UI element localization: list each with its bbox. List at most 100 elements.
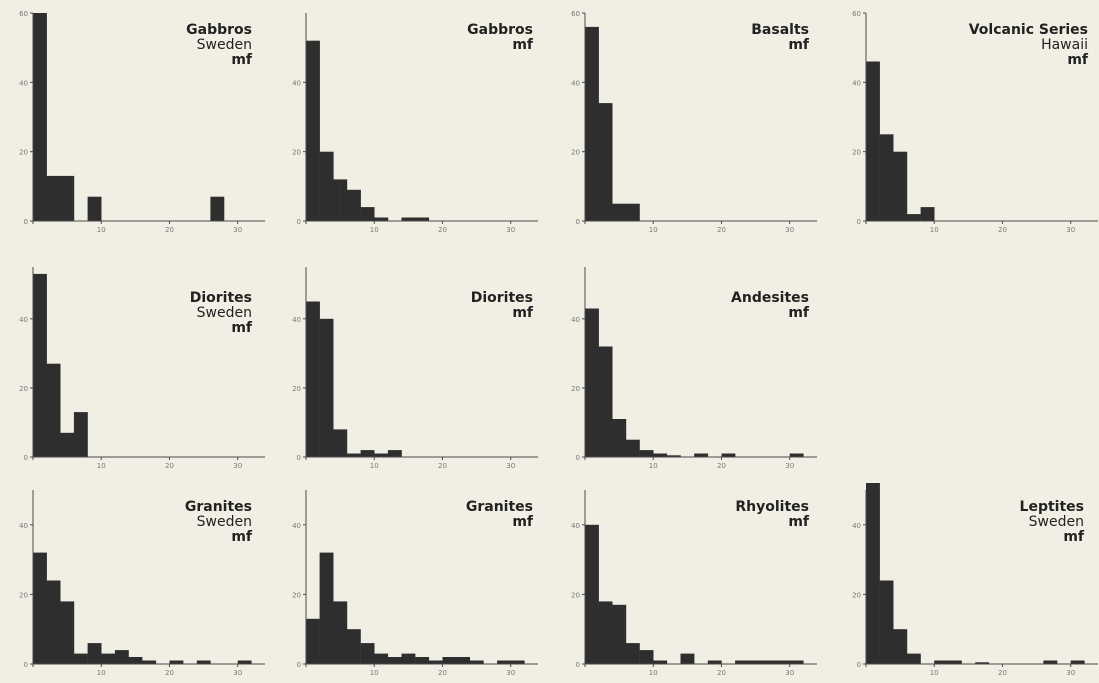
y-tick-label: 0 [576, 218, 580, 226]
y-tick-label: 0 [24, 661, 28, 669]
histogram-bar [975, 662, 990, 664]
y-tick-label: 40 [19, 316, 28, 324]
histogram-bar [114, 650, 129, 664]
x-tick-label: 20 [998, 669, 1007, 677]
y-tick-label: 40 [571, 79, 580, 87]
histogram-bar [367, 207, 375, 221]
histogram-bar [319, 552, 334, 664]
x-tick-label: 10 [370, 669, 379, 677]
panel-title-line: Gabbros [467, 22, 533, 38]
y-tick-label: 40 [571, 316, 580, 324]
x-tick-label: 30 [785, 462, 794, 470]
histogram-bar [879, 134, 894, 221]
histogram-bar [879, 580, 894, 664]
panel-title-line: Hawaii [1041, 37, 1088, 53]
histogram-bar [46, 363, 61, 457]
panel-title-line: Diorites [471, 290, 533, 306]
x-tick-label: 10 [930, 226, 939, 234]
histogram-bar [748, 660, 763, 664]
histogram-bar [1070, 660, 1085, 664]
x-tick-label: 10 [97, 226, 106, 234]
histogram-bar [625, 643, 640, 664]
panel-title-line: Leptites [1020, 499, 1084, 515]
histogram-bar [721, 453, 736, 457]
panel-title-line: mf [788, 37, 810, 53]
histogram-bar [306, 40, 314, 222]
histogram-bar [210, 196, 225, 221]
histogram-bar [73, 653, 88, 664]
histogram-bar [401, 653, 416, 664]
panel-title-line: mf [788, 514, 810, 530]
histogram-bar [598, 601, 613, 664]
histogram-bar [333, 429, 348, 457]
x-tick-label: 20 [717, 669, 726, 677]
histogram-bar [598, 103, 613, 221]
histogram-bar [142, 660, 157, 664]
histogram-bar [585, 26, 599, 222]
histogram-bar [497, 660, 511, 664]
y-tick-label: 20 [571, 591, 580, 599]
histogram-bar [666, 455, 681, 457]
histogram-bar [401, 217, 409, 221]
histogram-bar [73, 412, 88, 457]
x-tick-label: 20 [717, 462, 726, 470]
y-tick-label: 20 [571, 385, 580, 393]
histogram-bar [625, 203, 640, 221]
panel-title-line: mf [1063, 529, 1085, 545]
histogram-bar [762, 660, 777, 664]
y-tick-label: 0 [297, 218, 301, 226]
histogram-bar [169, 660, 184, 664]
x-tick-label: 30 [506, 462, 515, 470]
x-tick-label: 20 [717, 226, 726, 234]
x-tick-label: 20 [165, 462, 174, 470]
histogram-bar [906, 214, 921, 221]
y-tick-label: 40 [292, 316, 301, 324]
panel-title-line: Volcanic Series [969, 22, 1088, 38]
x-tick-label: 30 [233, 226, 242, 234]
histogram-bar [510, 660, 525, 664]
histogram-bar [340, 179, 348, 221]
x-tick-label: 10 [649, 669, 658, 677]
histogram-bar [934, 660, 949, 664]
x-tick-label: 30 [506, 669, 515, 677]
x-tick-label: 10 [649, 226, 658, 234]
histogram-bar [374, 217, 382, 221]
x-tick-label: 30 [233, 669, 242, 677]
y-tick-label: 0 [576, 661, 580, 669]
x-tick-label: 10 [97, 669, 106, 677]
histogram-bar [387, 657, 402, 664]
x-tick-label: 10 [370, 462, 379, 470]
x-tick-label: 20 [165, 669, 174, 677]
panel-title-line: mf [231, 320, 253, 336]
histogram-bar [387, 450, 402, 457]
histogram-bar [33, 13, 47, 221]
panel-title-line: mf [231, 529, 253, 545]
histogram-bar [789, 453, 804, 457]
panel-title-line: mf [231, 52, 253, 68]
histogram-bar [776, 660, 790, 664]
y-tick-label: 40 [19, 79, 28, 87]
histogram-bar [680, 653, 695, 664]
histogram-bar [60, 432, 75, 457]
panel-title-line: mf [512, 514, 534, 530]
histogram-bar [866, 483, 880, 664]
histogram-bar [625, 439, 640, 457]
histogram-bar [612, 604, 627, 664]
x-tick-label: 30 [1066, 226, 1075, 234]
y-tick-label: 20 [852, 149, 861, 157]
x-tick-label: 20 [165, 226, 174, 234]
x-tick-label: 10 [930, 669, 939, 677]
histogram-bar [866, 61, 880, 221]
panel-title-line: Basalts [751, 22, 809, 38]
histogram-bar [33, 552, 47, 664]
histogram-bar [585, 308, 599, 457]
